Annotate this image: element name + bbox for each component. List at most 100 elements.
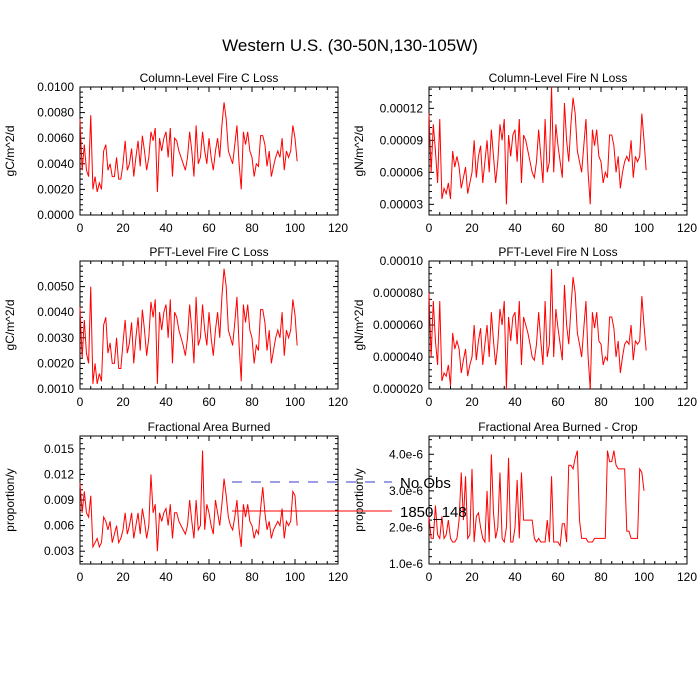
plot-frame — [428, 435, 688, 565]
x-tick-label: 80 — [245, 570, 259, 584]
x-tick-label: 100 — [285, 221, 305, 235]
x-tick-label: 40 — [159, 395, 173, 409]
chart-panel-2: Column-Level Fire N Loss gN/m^2/d 0 20 40 60 8… — [352, 71, 697, 235]
x-tick-label: 60 — [202, 570, 216, 584]
y-tick-label: 0.000060 — [373, 318, 423, 332]
x-tick-label: 80 — [245, 395, 259, 409]
y-axis-label: gC/m^2/d — [3, 126, 17, 177]
y-tick-label: 0.006 — [44, 519, 74, 533]
y-tick-label: 2.0e-6 — [389, 520, 423, 534]
x-tick-label: 80 — [245, 221, 259, 235]
y-axis-label: proportion/y — [352, 468, 366, 531]
plot-frame — [79, 435, 339, 565]
chart-panel-5: Fractional Area Burned proportion/y 0 20 40 6… — [3, 420, 348, 584]
x-tick-label: 80 — [594, 221, 608, 235]
x-tick-label: 120 — [677, 221, 697, 235]
chart-panel-6: Fractional Area Burned - Crop proportion/… — [352, 420, 697, 584]
y-tick-label: 0.012 — [44, 467, 74, 481]
x-tick-label: 20 — [116, 395, 130, 409]
y-axis-label: gC/m^2/d — [3, 300, 17, 351]
chart-panel-1: Column-Level Fire C Loss gC/m^2/d 0 20 40 60 8… — [3, 71, 348, 235]
legend-label-1850-148: 1850_148 — [400, 504, 467, 521]
plot-frame — [79, 86, 339, 216]
y-tick-label: 0.0000 — [37, 208, 74, 222]
y-tick-label: 0.015 — [44, 442, 74, 456]
y-tick-label: 0.00012 — [380, 101, 424, 115]
x-tick-label: 80 — [594, 395, 608, 409]
chart-panel-3: PFT-Level Fire C Loss gC/m^2/d 0 20 40 60 80 10… — [3, 245, 348, 409]
y-axis-label: gN/m^2/d — [352, 300, 366, 351]
y-tick-label: 0.009 — [44, 493, 74, 507]
y-tick-label: 0.003 — [44, 544, 74, 558]
x-tick-label: 40 — [508, 221, 522, 235]
x-tick-label: 60 — [202, 395, 216, 409]
y-tick-label: 0.0100 — [37, 80, 74, 94]
x-tick-label: 20 — [116, 570, 130, 584]
y-tick-label: 0.0080 — [37, 106, 74, 120]
x-tick-label: 100 — [634, 570, 654, 584]
page-title: Western U.S. (30-50N,130-105W) — [222, 36, 478, 55]
x-tick-label: 120 — [677, 395, 697, 409]
chart-title: Column-Level Fire N Loss — [489, 71, 628, 85]
x-tick-label: 40 — [159, 570, 173, 584]
series-line — [428, 86, 647, 205]
x-tick-label: 0 — [426, 570, 433, 584]
x-tick-label: 100 — [285, 395, 305, 409]
legend-label-no-obs: No Obs — [400, 475, 451, 492]
y-tick-label: 0.0010 — [37, 382, 74, 396]
x-tick-label: 120 — [328, 395, 348, 409]
y-tick-label: 0.0050 — [37, 280, 74, 294]
y-tick-label: 0.000080 — [373, 286, 423, 300]
y-tick-label: 0.00006 — [380, 165, 424, 179]
x-tick-label: 0 — [77, 570, 84, 584]
x-tick-label: 20 — [116, 221, 130, 235]
y-tick-label: 0.0020 — [37, 356, 74, 370]
y-tick-label: 0.00003 — [380, 197, 424, 211]
x-tick-label: 0 — [426, 221, 433, 235]
chart-panels: Column-Level Fire C Loss gC/m^2/d 0 20 40 60 8… — [3, 71, 697, 584]
chart-title: PFT-Level Fire C Loss — [149, 245, 268, 259]
chart-title: Fractional Area Burned — [148, 420, 271, 434]
chart-panel-4: PFT-Level Fire N Loss gN/m^2/d 0 20 40 60 80 10… — [352, 245, 697, 409]
y-tick-label: 0.0040 — [37, 157, 74, 171]
y-tick-label: 0.00009 — [380, 133, 424, 147]
y-axis-label: gN/m^2/d — [352, 126, 366, 177]
series-line — [428, 450, 645, 548]
y-tick-label: 0.0030 — [37, 331, 74, 345]
x-tick-label: 60 — [551, 570, 565, 584]
chart-title: Fractional Area Burned - Crop — [478, 420, 638, 434]
y-tick-label: 0.0020 — [37, 182, 74, 196]
plot-frame — [79, 260, 339, 390]
x-tick-label: 100 — [634, 395, 654, 409]
x-tick-label: 120 — [328, 221, 348, 235]
x-tick-label: 40 — [159, 221, 173, 235]
legend: No Obs 1850_148 — [232, 475, 467, 521]
y-tick-label: 4.0e-6 — [389, 447, 423, 461]
x-tick-label: 40 — [508, 395, 522, 409]
x-tick-label: 20 — [465, 221, 479, 235]
x-tick-label: 120 — [677, 570, 697, 584]
y-axis-label: proportion/y — [3, 468, 17, 531]
y-tick-label: 1.0e-6 — [389, 557, 423, 571]
series-line — [79, 102, 298, 193]
x-tick-label: 0 — [77, 221, 84, 235]
x-tick-label: 100 — [285, 570, 305, 584]
y-tick-label: 0.0040 — [37, 305, 74, 319]
x-tick-label: 20 — [465, 395, 479, 409]
x-tick-label: 40 — [508, 570, 522, 584]
x-tick-label: 80 — [594, 570, 608, 584]
y-tick-label: 0.00010 — [380, 254, 424, 268]
y-tick-label: 0.000020 — [373, 382, 423, 396]
y-tick-label: 3.0e-6 — [389, 484, 423, 498]
chart-title: Column-Level Fire C Loss — [140, 71, 279, 85]
y-tick-label: 0.0060 — [37, 131, 74, 145]
x-tick-label: 60 — [202, 221, 216, 235]
series-line — [79, 450, 298, 552]
x-tick-label: 60 — [551, 395, 565, 409]
x-tick-label: 120 — [328, 570, 348, 584]
x-tick-label: 20 — [465, 570, 479, 584]
x-tick-label: 100 — [634, 221, 654, 235]
x-tick-label: 0 — [77, 395, 84, 409]
series-line — [79, 268, 298, 384]
